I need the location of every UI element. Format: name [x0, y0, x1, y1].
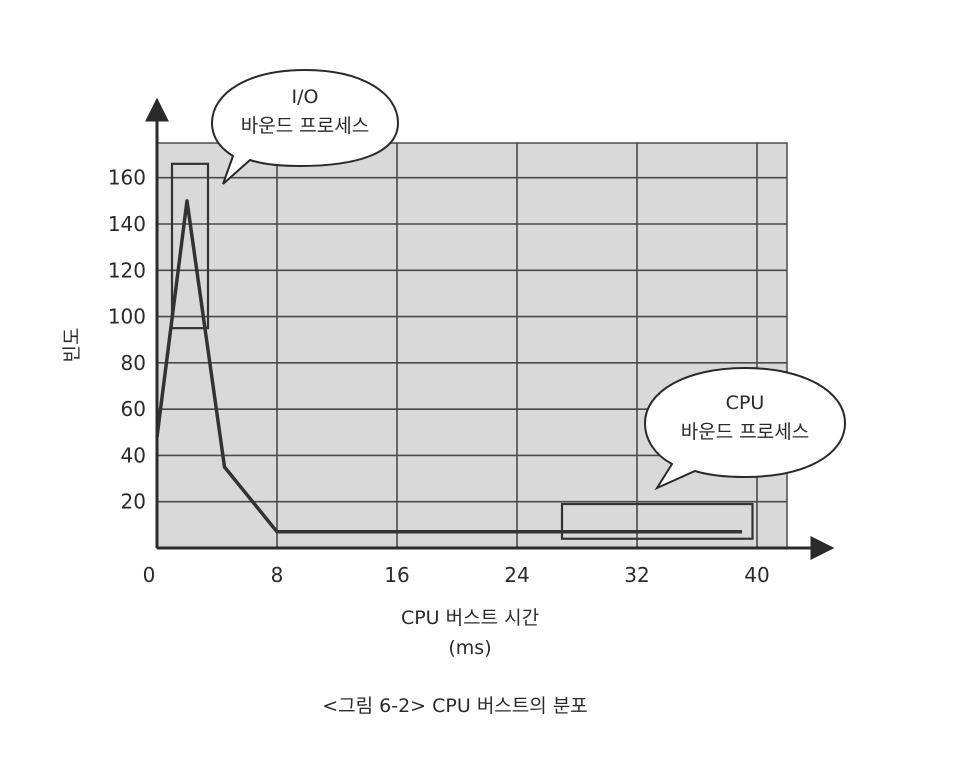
figure-caption: <그림 6-2> CPU 버스트의 분포: [322, 695, 588, 717]
x-tick-label-8: 8: [271, 563, 284, 587]
y-tick-label-40: 40: [121, 443, 146, 467]
x-axis-unit: (ms): [448, 637, 491, 659]
x-tick-labels: 0 8 16 24 32 40: [143, 563, 770, 587]
x-axis-title: CPU 버스트 시간: [401, 607, 539, 629]
x-tick-label-16: 16: [384, 563, 409, 587]
y-tick-label-60: 60: [121, 397, 146, 421]
highlight-box-1: [170, 162, 210, 330]
cpu-bubble-shape: [643, 366, 847, 491]
grid-lines: [157, 143, 787, 548]
io-bound-bubble: I/O 바운드 프로세스: [210, 68, 400, 185]
io-bubble-line2: 바운드 프로세스: [241, 115, 369, 137]
y-tick-label-100: 100: [108, 305, 146, 329]
cpu-bubble-line1: CPU: [726, 392, 765, 414]
cpu-bound-bubble: CPU 바운드 프로세스: [643, 366, 847, 491]
series-line: [155, 199, 742, 534]
y-tick-label-140: 140: [108, 212, 146, 236]
y-tick-label-160: 160: [108, 166, 146, 190]
io-bubble-shape: [210, 68, 400, 185]
cpu-bubble-line2: 바운드 프로세스: [681, 421, 809, 443]
y-tick-label-120: 120: [108, 258, 146, 282]
x-tick-label-40: 40: [744, 563, 769, 587]
x-tick-label-24: 24: [504, 563, 529, 587]
x-tick-label-32: 32: [624, 563, 649, 587]
highlight-boxes: [170, 162, 754, 540]
y-axis-title: 빈도: [61, 328, 83, 363]
highlight-box-2: [560, 502, 754, 540]
io-bubble-line1: I/O: [292, 86, 319, 108]
plot-background: [156, 142, 788, 549]
y-tick-label-20: 20: [121, 490, 146, 514]
x-tick-label-0: 0: [143, 563, 156, 587]
y-tick-label-80: 80: [121, 351, 146, 375]
y-tick-labels: 20 40 60 80 100 120 140 160: [108, 166, 146, 514]
